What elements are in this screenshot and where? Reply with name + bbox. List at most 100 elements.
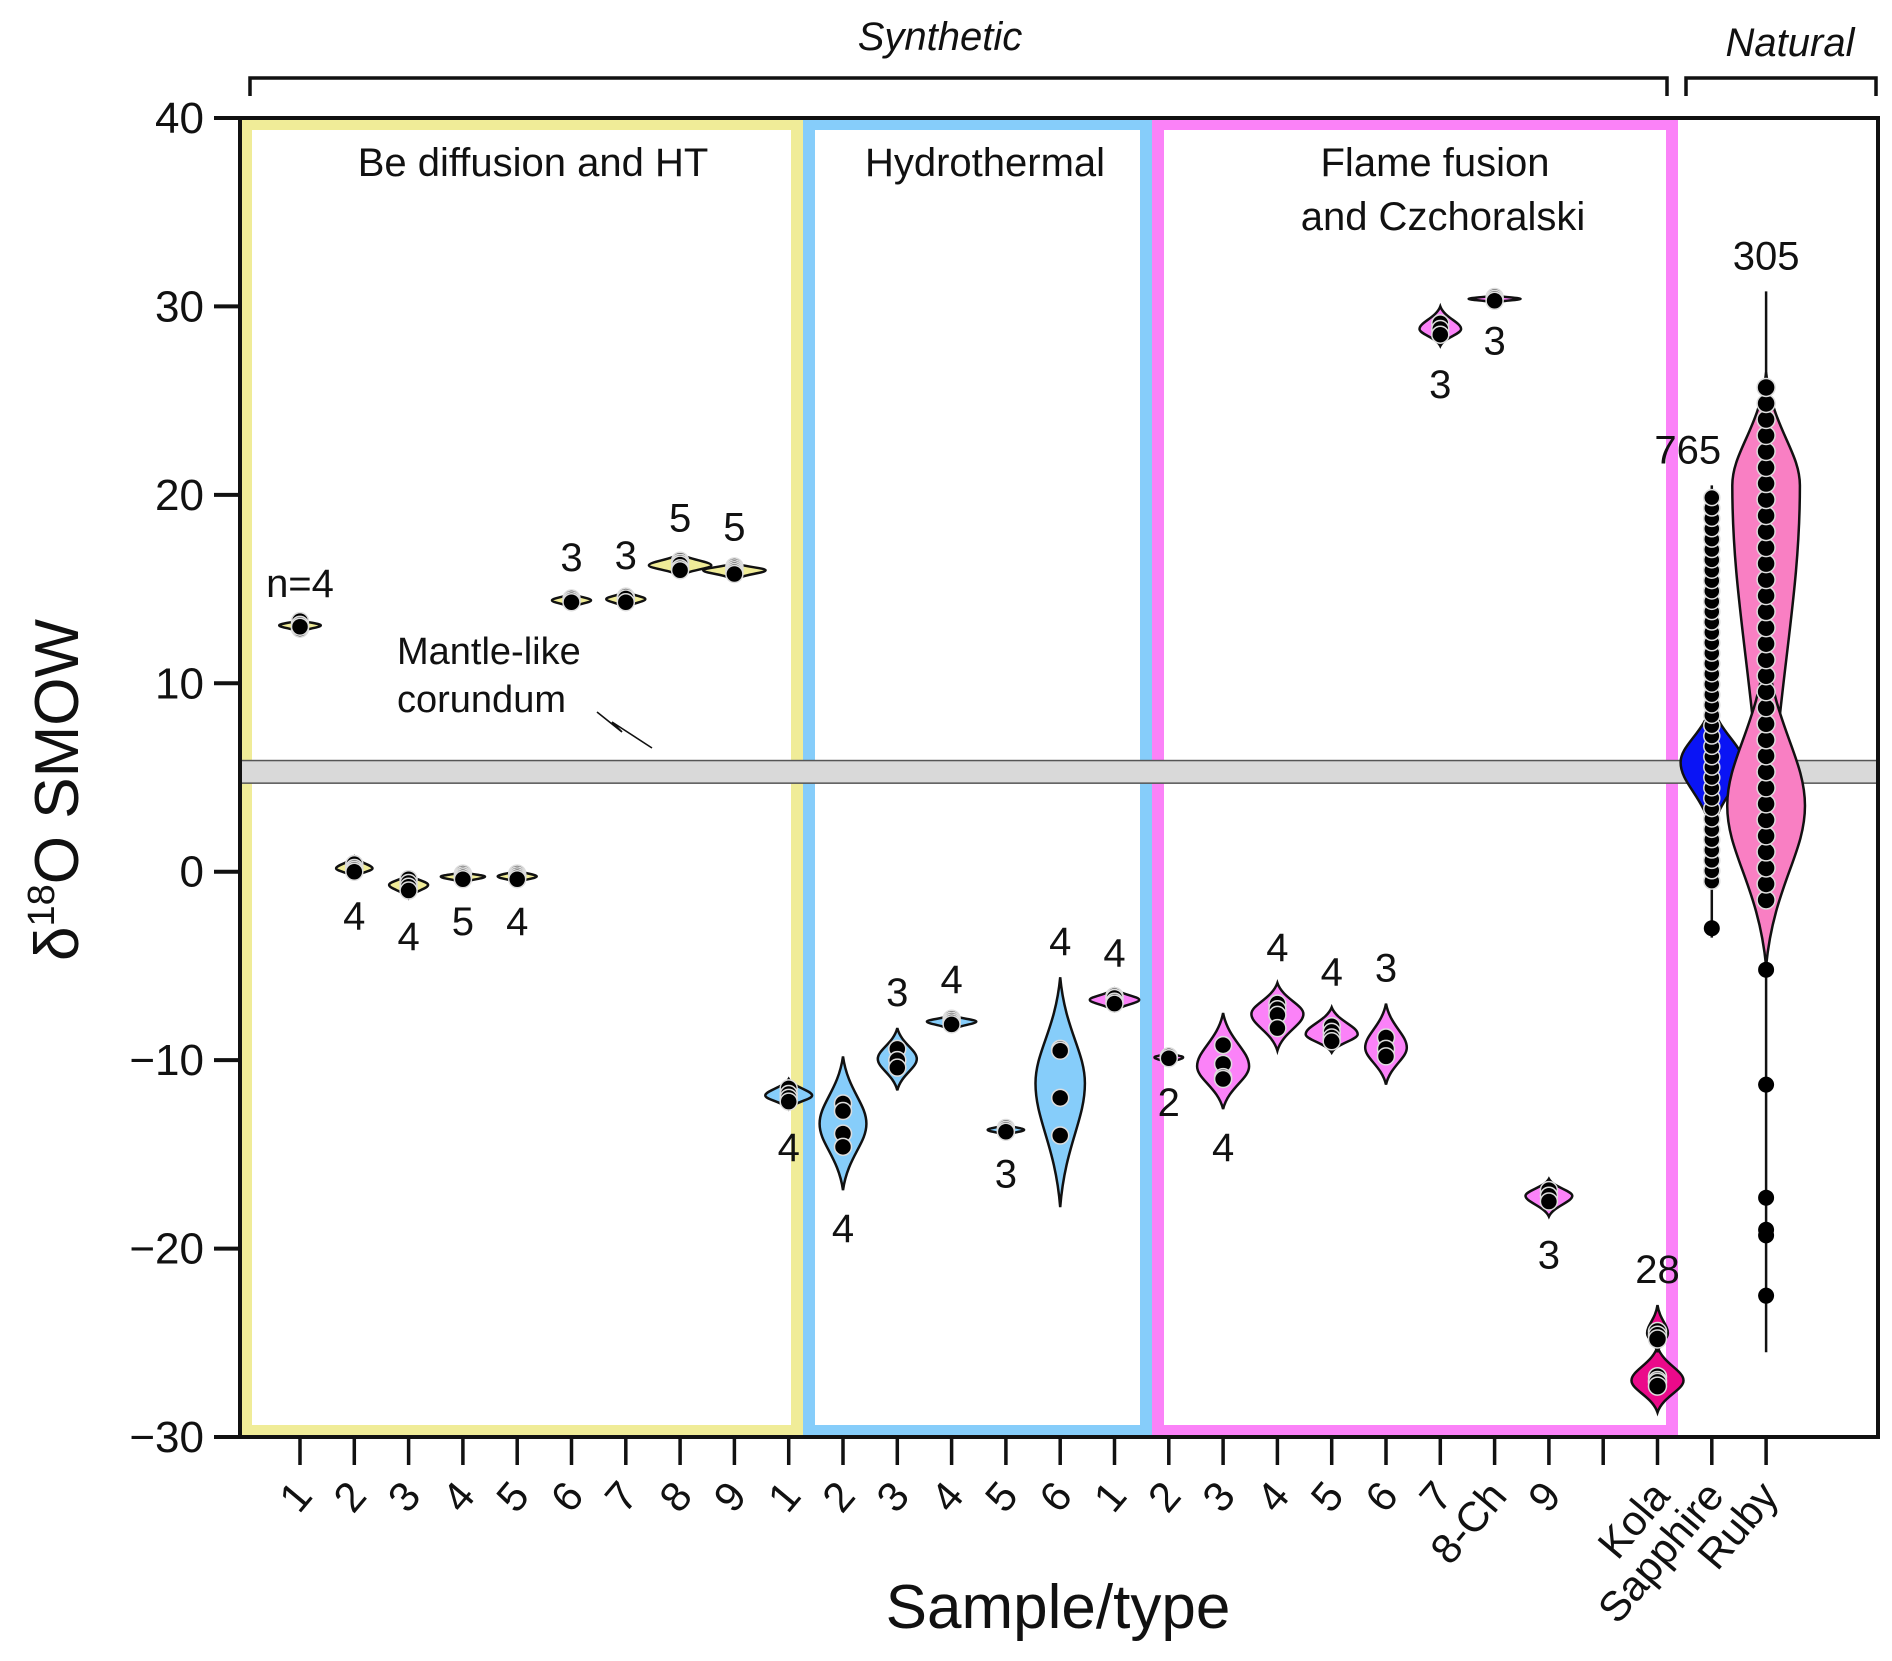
x-tick-label: 2	[813, 1473, 864, 1521]
x-tick-label: 6	[541, 1473, 592, 1521]
data-point	[888, 1058, 907, 1077]
data-point	[1159, 1049, 1179, 1068]
data-point	[507, 870, 527, 889]
bracket-label-natural: Natural	[1726, 21, 1856, 65]
plot-frame	[238, 116, 1880, 1439]
sample-count-label: 3	[1375, 947, 1397, 991]
data-point	[1322, 1032, 1341, 1051]
violin-be-diffusion-and-ht-2	[334, 854, 374, 881]
sample-count-label: 5	[669, 496, 691, 540]
data-point	[1213, 1069, 1233, 1089]
data-point	[1703, 488, 1721, 507]
data-point	[1213, 1035, 1233, 1055]
group-label-flame-fusion-line2: and Czchoralski	[1301, 195, 1586, 239]
violin-be-diffusion-and-ht-4	[439, 864, 487, 889]
bracket-label-synthetic: Synthetic	[858, 15, 1023, 59]
violin-be-diffusion-and-ht-5	[496, 864, 538, 889]
sample-count-label: 4	[343, 894, 365, 938]
sample-count-label: 4	[1266, 926, 1288, 970]
bracket-natural	[1684, 76, 1878, 96]
x-tick-label: 3	[867, 1473, 918, 1521]
sample-count-label: 3	[886, 971, 908, 1015]
y-tick-label: 10	[155, 659, 204, 708]
y-tick-label: 0	[180, 848, 204, 897]
data-point	[725, 564, 744, 584]
violin-be-diffusion-and-ht-8	[647, 551, 713, 580]
y-axis-label-delta: δ	[23, 926, 92, 961]
violin-hydrothermal-4	[925, 1009, 978, 1034]
sample-count-label: 3	[1483, 320, 1505, 364]
violins	[277, 287, 1807, 1417]
data-point	[1758, 1287, 1775, 1304]
y-tick-label: 40	[155, 94, 204, 143]
mantle-label-line1: Mantle-like	[397, 631, 581, 673]
violin-hydrothermal-2	[818, 1056, 868, 1191]
data-point	[1485, 291, 1504, 311]
violin-flame-fusion-and-czchoralski-4	[1250, 978, 1305, 1056]
sample-count-label: 4	[940, 958, 962, 1002]
data-point	[399, 881, 418, 900]
data-point	[833, 1137, 853, 1157]
x-tick-label: 4	[1247, 1473, 1298, 1521]
data-point	[1758, 1076, 1775, 1093]
data-point	[1268, 1018, 1287, 1038]
mantle-label-line2: corundum	[397, 679, 566, 721]
sample-count-label: 5	[723, 506, 745, 550]
data-point	[942, 1015, 961, 1034]
x-tick-label: 7	[596, 1473, 647, 1521]
data-point	[1758, 1189, 1775, 1206]
group-label-hydrothermal: Hydrothermal	[865, 141, 1105, 185]
mantle-band	[239, 759, 1879, 784]
sample-count-label: 4	[1103, 932, 1125, 976]
data-point	[453, 870, 473, 889]
sample-count-label: 765	[1654, 428, 1721, 472]
y-tick-label: 20	[155, 471, 204, 520]
x-tick-label: 1	[1084, 1473, 1135, 1521]
sample-count-label: 4	[832, 1207, 854, 1251]
sample-count-label: n=4	[266, 562, 334, 606]
data-point	[833, 1101, 853, 1121]
x-tick-label: 5	[976, 1473, 1027, 1521]
data-point	[1756, 377, 1776, 398]
sample-count-label: 4	[1321, 950, 1343, 994]
y-axis-label-rest: O SMOW	[23, 619, 92, 885]
sample-count-label: 305	[1733, 234, 1800, 278]
data-point	[1647, 1329, 1668, 1349]
bracket-synthetic	[248, 76, 1669, 96]
y-axis-label: δ18O SMOW	[21, 619, 92, 961]
data-point	[1758, 961, 1775, 978]
sample-count-label: 4	[1049, 920, 1071, 964]
data-point	[1050, 1088, 1070, 1108]
x-tick-label: 2	[324, 1473, 375, 1521]
sample-count-label: 4	[397, 915, 419, 959]
data-point	[1758, 1227, 1775, 1244]
violin-hydrothermal-5	[986, 1118, 1026, 1141]
data-point	[779, 1092, 798, 1111]
x-tick-label: 3	[378, 1473, 429, 1521]
x-tick-label: 4	[433, 1473, 484, 1521]
sample-count-label: 4	[778, 1126, 800, 1170]
x-tick-label: 3	[1193, 1473, 1244, 1521]
x-tick-label: 2	[1139, 1473, 1190, 1521]
sample-count-label: 3	[995, 1153, 1017, 1197]
violin-hydrothermal-1	[764, 1076, 814, 1112]
violin-flame-fusion-and-czchoralski-8-ch	[1467, 287, 1522, 311]
data-point	[562, 593, 581, 612]
violin-be-diffusion-and-ht-3	[387, 870, 430, 901]
violin-flame-fusion-and-czchoralski-1	[1088, 986, 1141, 1014]
sample-count-label: 3	[615, 534, 637, 578]
y-tick-label: 30	[155, 282, 204, 331]
data-point	[1050, 1126, 1070, 1145]
violin-hydrothermal-3	[876, 1027, 919, 1091]
x-tick-label: 5	[1302, 1473, 1353, 1521]
sample-count-label: 4	[1212, 1126, 1234, 1170]
data-point	[996, 1122, 1016, 1141]
x-tick-label: 6	[1030, 1473, 1081, 1521]
group-label-be-diffusion: Be diffusion and HT	[358, 141, 709, 185]
sample-count-label: 4	[506, 900, 528, 944]
violin-flame-fusion-and-czchoralski-5	[1304, 1003, 1359, 1056]
violin-natural-ruby	[1725, 291, 1807, 1353]
y-tick-label: −30	[129, 1413, 204, 1462]
